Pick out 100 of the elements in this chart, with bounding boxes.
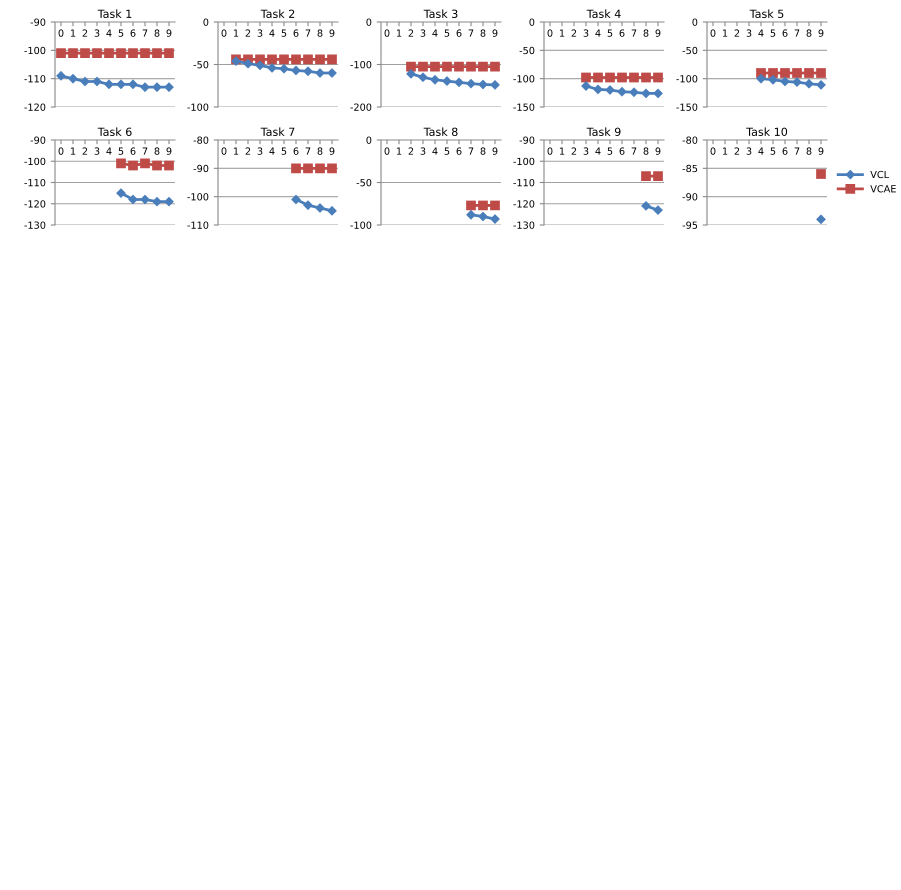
- chart-title: Task 8: [424, 127, 458, 136]
- point: [327, 54, 337, 64]
- x-tick-label: 1: [722, 148, 728, 155]
- point: [454, 78, 464, 87]
- point: [327, 206, 337, 216]
- x-tick-label: 0: [710, 29, 716, 37]
- point: [315, 203, 325, 213]
- chart-title: Task 9: [586, 127, 621, 136]
- x-tick-label: 9: [818, 147, 824, 155]
- x-tick-label: 0: [58, 147, 64, 155]
- x-tick-label: 2: [572, 29, 576, 37]
- y-tick-label: -90: [30, 18, 46, 26]
- x-tick-label: 1: [70, 148, 76, 155]
- y-tick-label: -85: [682, 164, 698, 172]
- point: [478, 200, 488, 210]
- x-tick-label: 8: [154, 147, 160, 155]
- x-tick-label: 3: [584, 147, 588, 155]
- point: [641, 171, 651, 181]
- x-tick-label: 5: [608, 30, 612, 37]
- x-tick-label: 7: [306, 148, 310, 155]
- y-tick-label: -90: [194, 164, 208, 172]
- point: [56, 48, 66, 58]
- point: [490, 200, 500, 210]
- point: [68, 48, 78, 58]
- point: [140, 48, 150, 58]
- point: [454, 62, 464, 72]
- x-tick-label: 8: [318, 147, 322, 155]
- point: [279, 54, 289, 64]
- x-tick-label: 2: [82, 147, 88, 155]
- y-tick-label: -150: [676, 103, 698, 111]
- point: [327, 163, 337, 174]
- x-tick-label: 4: [432, 30, 438, 37]
- x-tick-label: 3: [258, 147, 262, 155]
- x-tick-label: 9: [166, 29, 172, 37]
- x-tick-label: 7: [468, 148, 474, 155]
- point: [315, 54, 325, 64]
- x-tick-label: 3: [94, 147, 100, 155]
- point: [581, 81, 591, 91]
- y-tick-label: -80: [194, 136, 208, 144]
- point: [430, 75, 440, 84]
- x-tick-label: 4: [595, 148, 601, 155]
- x-tick-label: 9: [656, 147, 660, 155]
- x-tick-label: 1: [234, 148, 238, 155]
- x-tick-label: 9: [330, 147, 334, 155]
- x-tick-label: 5: [282, 148, 286, 155]
- y-tick-label: -90: [520, 136, 534, 144]
- y-tick-label: -110: [187, 221, 208, 229]
- point: [116, 80, 126, 89]
- point: [593, 84, 603, 94]
- x-tick-label: 4: [432, 148, 438, 155]
- y-tick-label: -50: [356, 178, 372, 186]
- point: [466, 62, 476, 72]
- y-tick-label: -100: [187, 103, 208, 111]
- x-tick-label: 5: [608, 148, 612, 155]
- x-tick-label: 4: [106, 148, 112, 155]
- y-tick-label: -100: [24, 158, 46, 166]
- x-tick-label: 4: [269, 148, 275, 155]
- point: [418, 62, 428, 72]
- x-tick-label: 2: [734, 29, 740, 37]
- point: [104, 48, 114, 58]
- x-tick-label: 4: [106, 30, 112, 37]
- point: [466, 210, 476, 220]
- x-tick-label: 9: [330, 29, 334, 37]
- x-tick-label: 8: [644, 147, 648, 155]
- x-tick-label: 6: [130, 147, 136, 155]
- point: [641, 88, 651, 98]
- x-tick-label: 3: [420, 29, 426, 37]
- point: [152, 82, 162, 92]
- point: [478, 62, 488, 72]
- y-tick-label: -120: [24, 103, 46, 111]
- chart-title: Task 5: [750, 9, 784, 18]
- x-tick-label: 9: [818, 29, 824, 37]
- x-tick-label: 4: [758, 30, 764, 37]
- point: [466, 79, 476, 88]
- y-tick-label: -100: [350, 221, 372, 229]
- x-tick-label: 8: [644, 29, 648, 37]
- y-tick-label: -50: [194, 60, 208, 68]
- point: [768, 68, 778, 78]
- x-tick-label: 2: [734, 147, 740, 155]
- x-tick-label: 6: [130, 29, 136, 37]
- point: [756, 74, 766, 84]
- x-tick-label: 1: [396, 30, 402, 37]
- y-tick-label: -80: [682, 136, 698, 144]
- x-tick-label: 0: [710, 147, 716, 155]
- point: [653, 171, 663, 181]
- x-tick-label: 3: [420, 147, 426, 155]
- y-tick-label: -120: [513, 200, 534, 208]
- x-tick-label: 3: [746, 29, 752, 37]
- point: [490, 80, 500, 90]
- x-tick-label: 7: [794, 148, 800, 155]
- point: [116, 188, 126, 198]
- y-tick-label: -50: [520, 46, 534, 54]
- point: [80, 76, 90, 86]
- point: [116, 158, 126, 168]
- point: [243, 59, 253, 68]
- point: [466, 200, 476, 210]
- point: [792, 68, 802, 78]
- point: [140, 82, 150, 92]
- y-tick-label: 0: [529, 18, 534, 26]
- point: [804, 79, 814, 88]
